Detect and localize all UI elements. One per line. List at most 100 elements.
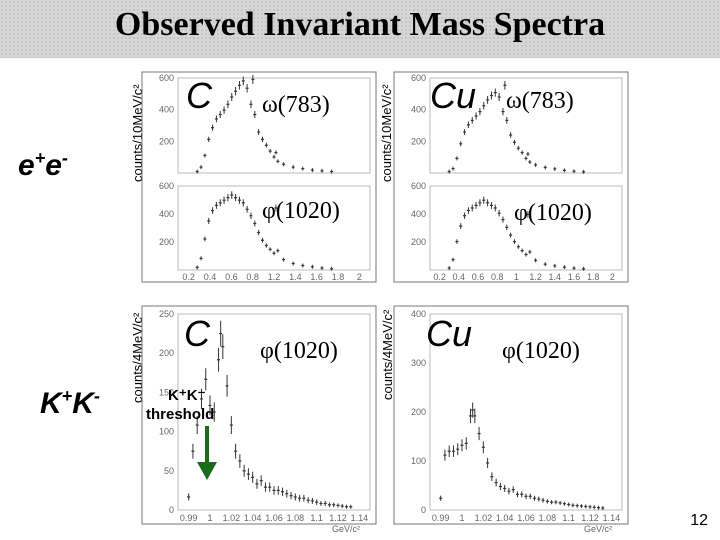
x-tick-label: 0.8 bbox=[491, 272, 504, 282]
x-tick-label: 1.12 bbox=[329, 513, 347, 523]
y-bottom-tick-label: 400 bbox=[159, 209, 174, 219]
target-label-c: C bbox=[184, 313, 211, 354]
x-tick-label: 0.4 bbox=[453, 272, 466, 282]
x-axis-label: GeV/c² bbox=[332, 524, 360, 534]
target-label-c: C bbox=[186, 75, 213, 116]
title-band bbox=[0, 0, 720, 58]
x-tick-label: 1.14 bbox=[603, 513, 621, 523]
y-tick-label: 150 bbox=[159, 387, 174, 397]
x-tick-label: 0.8 bbox=[246, 272, 259, 282]
y-tick-label: 250 bbox=[159, 309, 174, 319]
chart-kk-cu: 0 100 200 300 400 0.99 1 1.02 1.04 1.06 1.08 1.1 1.1… bbox=[393, 305, 629, 534]
x-tick-label: 1.08 bbox=[287, 513, 305, 523]
phi-label: φ(1020) bbox=[502, 338, 580, 364]
y-top-tick-label: 600 bbox=[159, 73, 174, 83]
subplot-bottom-frame bbox=[177, 185, 371, 271]
x-tick-label: 0.99 bbox=[180, 513, 198, 523]
x-tick-label: 1.08 bbox=[539, 513, 557, 523]
x-tick-label: 1.06 bbox=[265, 513, 283, 523]
x-tick-label: 1.02 bbox=[223, 513, 241, 523]
y-tick-label: 0 bbox=[169, 505, 174, 515]
x-tick-label: 1.6 bbox=[310, 272, 323, 282]
x-tick-label: 1.14 bbox=[351, 513, 369, 523]
y-tick-label: 200 bbox=[411, 407, 426, 417]
x-tick-label: 1 bbox=[459, 513, 464, 523]
y-top-tick-label: 600 bbox=[411, 73, 426, 83]
y-tick-label: 100 bbox=[411, 456, 426, 466]
x-tick-label: 1.04 bbox=[244, 513, 262, 523]
row-label-ee: e+e- bbox=[18, 148, 68, 183]
kk-sup-1: + bbox=[61, 386, 73, 406]
subplot-frame bbox=[429, 313, 623, 511]
threshold-arrow-head bbox=[197, 462, 217, 480]
y-bottom-tick-label: 600 bbox=[411, 181, 426, 191]
ee-letter-1: e bbox=[18, 149, 35, 182]
y-bottom-tick-label: 200 bbox=[159, 237, 174, 247]
kk-letter-1: K bbox=[40, 387, 62, 420]
subplot-top-frame bbox=[177, 77, 371, 174]
y-bottom-tick-label: 200 bbox=[411, 237, 426, 247]
y-tick-label: 0 bbox=[421, 505, 426, 515]
x-tick-label: 1.4 bbox=[289, 272, 302, 282]
x-tick-label: 1.1 bbox=[310, 513, 323, 523]
plot-area: 0 100 200 300 400 0.99 1 1.02 1.04 1.06 1.08 1.1 1.1… bbox=[411, 309, 623, 534]
x-tick-label: 0.2 bbox=[433, 272, 446, 282]
subplot-top-frame bbox=[429, 77, 623, 174]
chart-ee-cu: 200 400 600 200 400 600 0.2 0.4 0.6 0.8 1 1.2 1.4 1.6… bbox=[393, 71, 629, 283]
y-bottom-tick-label: 400 bbox=[411, 209, 426, 219]
plot-area: 200 400 600 200 400 600 0.2 0.4 0.6 0.8 1 1.2 1.4 1.6… bbox=[411, 73, 623, 282]
ee-letter-2: e bbox=[45, 149, 62, 182]
y-top-tick-label: 200 bbox=[159, 136, 174, 146]
y-tick-label: 50 bbox=[164, 466, 174, 476]
x-tick-label: 1.1 bbox=[562, 513, 575, 523]
y-tick-label: 400 bbox=[411, 309, 426, 319]
y-top-tick-label: 400 bbox=[411, 105, 426, 115]
y-tick-label: 300 bbox=[411, 358, 426, 368]
kk-letter-2: K bbox=[72, 387, 94, 420]
y-top-tick-label: 200 bbox=[411, 136, 426, 146]
x-tick-label: 2 bbox=[610, 272, 615, 282]
x-tick-label: 1.2 bbox=[268, 272, 281, 282]
omega-label: ω(783) bbox=[262, 92, 330, 118]
x-tick-label: 1.8 bbox=[587, 272, 600, 282]
kk-sup-2: - bbox=[93, 386, 100, 406]
x-tick-label: 1.2 bbox=[529, 272, 542, 282]
frame bbox=[393, 305, 629, 525]
x-tick-label: 1.12 bbox=[581, 513, 599, 523]
frame bbox=[393, 71, 629, 283]
page-number: 12 bbox=[690, 512, 708, 529]
plot-area: 0 50 100 150 200 250 0.99 1 1.02 1.04 1.06 1.08 1.1 1… bbox=[159, 309, 371, 534]
frame bbox=[141, 71, 377, 283]
phi-label: φ(1020) bbox=[260, 338, 338, 364]
chart-ee-c: 200 400 600 200 400 600 0.2 0.4 0.6 0.8 1.2 1.4 1.6 1… bbox=[141, 71, 377, 283]
slide-title: Observed Invariant Mass Spectra bbox=[114, 6, 606, 43]
plot-area: 200 400 600 200 400 600 0.2 0.4 0.6 0.8 1.2 1.4 1.6 1… bbox=[159, 73, 371, 282]
x-tick-label: 1 bbox=[514, 272, 519, 282]
ee-sup-1: + bbox=[34, 148, 46, 168]
x-axis-label: GeV/c² bbox=[584, 524, 612, 534]
x-tick-label: 0.2 bbox=[182, 272, 195, 282]
subplot-bottom-frame bbox=[429, 185, 623, 271]
threshold-line2: threshold bbox=[146, 406, 214, 423]
x-tick-label: 1.8 bbox=[332, 272, 345, 282]
x-tick-label: 1.04 bbox=[496, 513, 514, 523]
x-tick-label: 1.6 bbox=[568, 272, 581, 282]
y-top-tick-label: 400 bbox=[159, 105, 174, 115]
target-label-cu: Cu bbox=[430, 75, 476, 116]
subplot-frame bbox=[177, 313, 371, 511]
phi-label: φ(1020) bbox=[262, 198, 340, 224]
y-tick-label: 100 bbox=[159, 427, 174, 437]
x-tick-label: 0.6 bbox=[472, 272, 485, 282]
y-bottom-tick-label: 600 bbox=[159, 181, 174, 191]
x-tick-label: 2 bbox=[357, 272, 362, 282]
x-tick-label: 1.06 bbox=[517, 513, 535, 523]
chart-kk-c: 0 50 100 150 200 250 0.99 1 1.02 1.04 1.06 1.08 1.1 1… bbox=[141, 305, 377, 534]
row-label-kk: K+K- bbox=[40, 386, 100, 421]
ee-sup-2: - bbox=[61, 148, 68, 168]
y-tick-label: 200 bbox=[159, 348, 174, 358]
x-tick-label: 0.4 bbox=[204, 272, 217, 282]
frame bbox=[141, 305, 377, 525]
x-tick-label: 1 bbox=[207, 513, 212, 523]
x-tick-label: 1.4 bbox=[549, 272, 562, 282]
omega-label: ω(783) bbox=[506, 88, 574, 114]
